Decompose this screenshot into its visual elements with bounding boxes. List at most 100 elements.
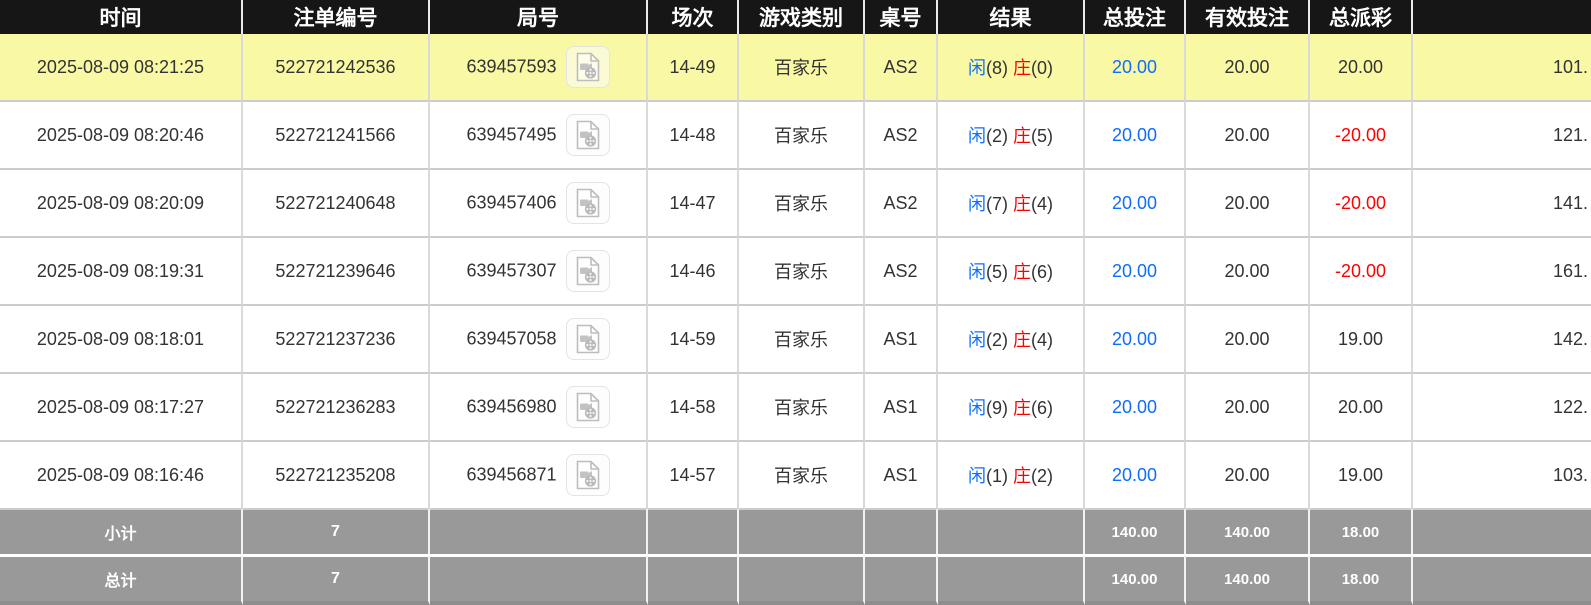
valid-bet-cell: 20.00 — [1186, 372, 1310, 440]
table-no-cell: AS2 — [865, 168, 938, 236]
game-type-cell: 百家乐 — [739, 168, 865, 236]
result-banker-number: (6) — [1031, 398, 1053, 418]
result-banker-number: (6) — [1031, 262, 1053, 282]
col-header-bet-id: 注单编号 — [243, 0, 430, 34]
result-banker-number: (4) — [1031, 194, 1053, 214]
video-replay-button[interactable] — [565, 318, 610, 360]
time-cell: 2025-08-09 08:16:46 — [0, 440, 243, 508]
subtotal-count: 7 — [243, 508, 430, 554]
total-bet-cell: 20.00 — [1085, 304, 1186, 372]
result-banker-number: (4) — [1031, 330, 1053, 350]
video-replay-button[interactable] — [565, 386, 610, 428]
round-cell: 639457495 — [430, 100, 648, 168]
video-replay-button[interactable] — [565, 182, 610, 224]
video-file-icon — [576, 460, 599, 490]
result-banker-number: (0) — [1031, 58, 1053, 78]
valid-bet-cell: 20.00 — [1186, 304, 1310, 372]
total-bet-cell: 20.00 — [1085, 440, 1186, 508]
round-number: 639456871 — [466, 464, 557, 485]
col-header-table-no: 桌号 — [865, 0, 938, 34]
table-row: 2025-08-09 08:21:25 522721242536 6394575… — [0, 34, 1591, 100]
grandtotal-total-bet: 140.00 — [1085, 554, 1186, 605]
bet-id-cell: 522721236283 — [243, 372, 430, 440]
valid-bet-cell: 20.00 — [1186, 236, 1310, 304]
session-cell: 14-59 — [648, 304, 739, 372]
table-row: 2025-08-09 08:20:09 522721240648 6394574… — [0, 168, 1591, 236]
round-number: 639457593 — [466, 56, 557, 77]
time-cell: 2025-08-09 08:19:31 — [0, 236, 243, 304]
col-header-payout: 总派彩 — [1310, 0, 1413, 34]
balance-cell: 161. — [1413, 236, 1591, 304]
video-replay-button[interactable] — [565, 114, 610, 156]
grandtotal-valid-bet: 140.00 — [1186, 554, 1310, 605]
round-cell: 639457058 — [430, 304, 648, 372]
result-banker-number: (2) — [1031, 466, 1053, 486]
balance-cell: 103. — [1413, 440, 1591, 508]
result-banker-number: (5) — [1031, 126, 1053, 146]
grandtotal-label: 总计 — [0, 554, 243, 605]
result-banker-label: 庄 — [1013, 58, 1031, 78]
round-cell: 639456871 — [430, 440, 648, 508]
balance-cell: 122. — [1413, 372, 1591, 440]
round-cell: 639457406 — [430, 168, 648, 236]
video-file-icon — [576, 188, 599, 218]
round-number: 639456980 — [466, 396, 557, 417]
result-player-number: (7) — [985, 194, 1008, 214]
video-replay-button[interactable] — [565, 250, 610, 292]
payout-cell: 19.00 — [1310, 304, 1413, 372]
balance-cell: 121. — [1413, 100, 1591, 168]
bet-id-cell: 522721242536 — [243, 34, 430, 100]
subtotal-payout: 18.00 — [1310, 508, 1413, 554]
bet-id-cell: 522721239646 — [243, 236, 430, 304]
result-player-number: (2) — [985, 330, 1008, 350]
table-header: 时间 注单编号 局号 场次 游戏类别 桌号 结果 总投注 有效投注 总派彩 — [0, 0, 1591, 34]
result-banker-label: 庄 — [1013, 330, 1031, 350]
valid-bet-cell: 20.00 — [1186, 34, 1310, 100]
result-cell: 闲(2) 庄(5) — [938, 100, 1085, 168]
result-banker-label: 庄 — [1013, 398, 1031, 418]
result-cell: 闲(5) 庄(6) — [938, 236, 1085, 304]
table-no-cell: AS2 — [865, 236, 938, 304]
result-player-number: (2) — [985, 126, 1008, 146]
payout-cell: 19.00 — [1310, 440, 1413, 508]
result-player-number: (8) — [985, 58, 1008, 78]
col-header-total-bet: 总投注 — [1085, 0, 1186, 34]
game-type-cell: 百家乐 — [739, 372, 865, 440]
payout-cell: -20.00 — [1310, 168, 1413, 236]
total-bet-cell: 20.00 — [1085, 168, 1186, 236]
result-banker-label: 庄 — [1013, 466, 1031, 486]
balance-cell: 101. — [1413, 34, 1591, 100]
table-no-cell: AS2 — [865, 34, 938, 100]
grandtotal-count: 7 — [243, 554, 430, 605]
table-row: 2025-08-09 08:18:01 522721237236 6394570… — [0, 304, 1591, 372]
session-cell: 14-58 — [648, 372, 739, 440]
game-type-cell: 百家乐 — [739, 304, 865, 372]
video-replay-button[interactable] — [565, 454, 610, 496]
game-type-cell: 百家乐 — [739, 100, 865, 168]
col-header-game-type: 游戏类别 — [739, 0, 865, 34]
col-header-result: 结果 — [938, 0, 1085, 34]
time-cell: 2025-08-09 08:18:01 — [0, 304, 243, 372]
subtotal-label: 小计 — [0, 508, 243, 554]
session-cell: 14-57 — [648, 440, 739, 508]
time-cell: 2025-08-09 08:17:27 — [0, 372, 243, 440]
round-cell: 639456980 — [430, 372, 648, 440]
result-banker-label: 庄 — [1013, 126, 1031, 146]
valid-bet-cell: 20.00 — [1186, 100, 1310, 168]
session-cell: 14-49 — [648, 34, 739, 100]
game-type-cell: 百家乐 — [739, 236, 865, 304]
result-cell: 闲(2) 庄(4) — [938, 304, 1085, 372]
round-number: 639457058 — [466, 328, 557, 349]
valid-bet-cell: 20.00 — [1186, 440, 1310, 508]
round-number: 639457495 — [466, 124, 557, 145]
video-replay-button[interactable] — [565, 46, 610, 88]
video-file-icon — [576, 256, 599, 286]
payout-cell: 20.00 — [1310, 34, 1413, 100]
bet-id-cell: 522721241566 — [243, 100, 430, 168]
result-banker-label: 庄 — [1013, 194, 1031, 214]
result-player-label: 闲 — [967, 126, 986, 146]
round-cell: 639457307 — [430, 236, 648, 304]
col-header-session: 场次 — [648, 0, 739, 34]
result-cell: 闲(9) 庄(6) — [938, 372, 1085, 440]
